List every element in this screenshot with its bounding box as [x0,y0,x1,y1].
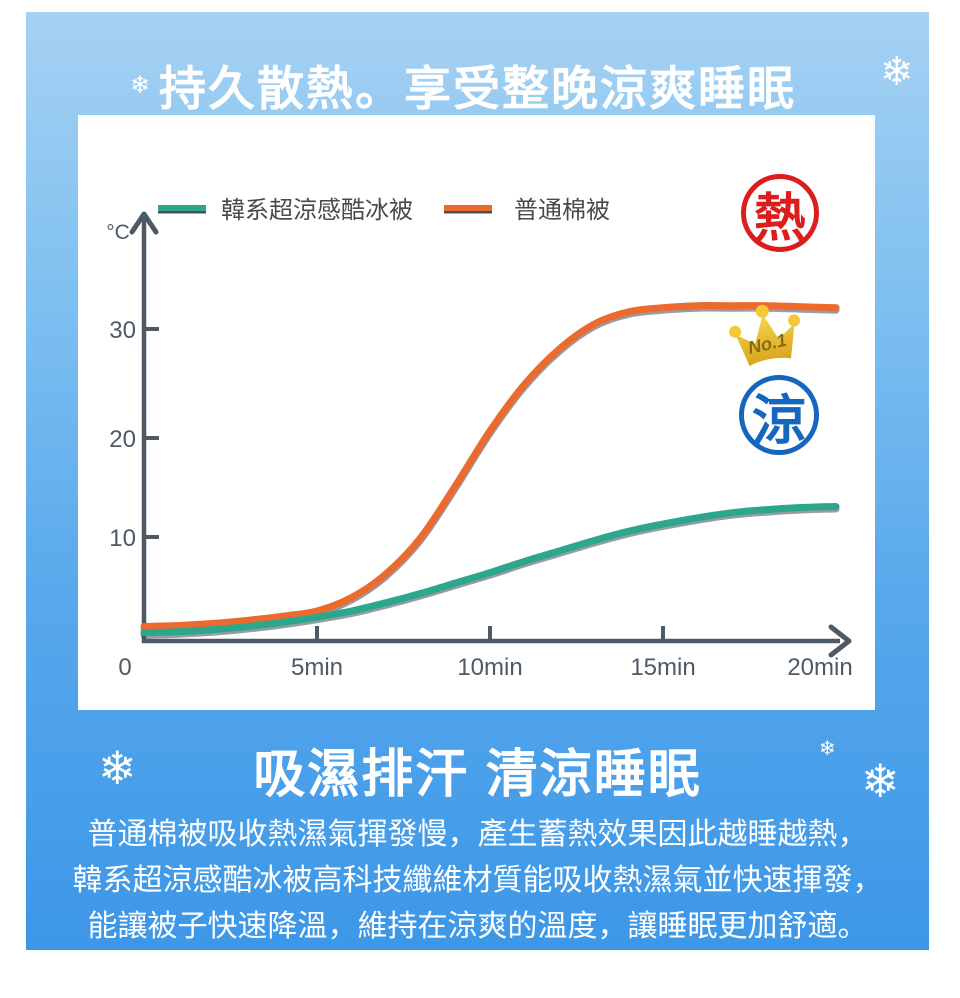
paragraph-line-3: 能讓被子快速降溫，維持在涼爽的溫度，讓睡眠更加舒適。 [87,910,868,943]
legend-swatch-cotton-quilt [444,205,492,211]
origin-label: 0 [118,654,131,681]
x-tick-label-10min: 10min [457,654,522,681]
hot-stamp-text: 熱 [753,189,806,248]
snowflake-icon: ❄ [861,755,900,807]
blue-gradient-panel: ❄ 持久散熱。享受整晚涼爽睡眠 ❄ °C [26,12,929,950]
y-tick-label-10: 10 [109,525,136,552]
snowflake-icon: ❄ [98,742,137,794]
y-tick-label-20: 20 [109,426,136,453]
x-tick-label-15min: 15min [630,654,695,681]
x-tick-label-5min: 5min [291,654,343,681]
x-axis-arrow-icon [828,624,852,658]
snowflake-icon: ❄ [819,738,836,760]
x-tick-label-20min: 20min [787,654,852,681]
page-title: 持久散熱。享受整晚涼爽睡眠 [159,62,796,115]
description-paragraph: 普通棉被吸收熱濕氣揮發慢，產生蓄熱效果因此越睡越熱， 韓系超涼感酷冰被高科技纖維… [26,812,929,950]
y-axis-arrow-icon [129,211,159,235]
temperature-line-chart: °C 30 20 10 0 5min 10min 15min 20min [106,211,853,681]
paragraph-line-1: 普通棉被吸收熱濕氣揮發慢，產生蓄熱效果因此越睡越熱， [87,818,868,851]
legend-swatch-cool-blanket [158,205,206,211]
cool-stamp-text: 涼 [752,390,806,451]
legend-label-cotton-quilt: 普通棉被 [514,197,610,224]
paragraph-line-2: 韓系超涼感酷冰被高科技纖維材質能吸收熱濕氣並快速揮發， [72,864,883,897]
y-tick-label-30: 30 [109,317,136,344]
snowflake-icon: ❄ [880,50,914,94]
legend-label-cool-blanket: 韓系超涼感酷冰被 [221,197,413,224]
cotton-quilt-curve [140,302,840,630]
no1-crown-badge: No.1 [729,304,801,366]
cool-blanket-curve [140,503,840,637]
y-axis-unit-label: °C [106,221,130,244]
cool-stamp-badge: 涼 [739,375,819,455]
crown-icon: No.1 [729,304,801,366]
section-title: 吸濕排汗 清涼睡眠 [253,746,702,804]
hot-stamp-badge: 熱 [741,174,819,252]
snowflake-icon: ❄ [130,72,151,99]
chart-card: °C 30 20 10 0 5min 10min 15min 20min 韓系超… [78,115,875,710]
